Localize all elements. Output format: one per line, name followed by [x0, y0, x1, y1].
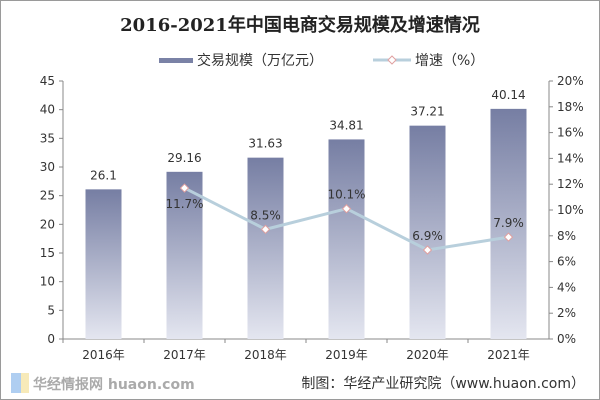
growth-label: 11.7% — [165, 197, 203, 211]
right-tick-label: 18% — [557, 100, 584, 114]
left-tick-label: 25 — [40, 189, 55, 203]
bar — [166, 171, 203, 339]
bar — [328, 139, 365, 339]
bar-label: 34.81 — [329, 118, 363, 132]
left-tick-label: 30 — [40, 160, 55, 174]
x-tick-label: 2020年 — [406, 348, 449, 362]
right-tick-label: 14% — [557, 151, 584, 165]
x-tick-label: 2018年 — [244, 348, 287, 362]
right-tick-label: 16% — [557, 126, 584, 140]
x-tick-label: 2017年 — [163, 348, 206, 362]
legend-line-marker — [387, 55, 397, 65]
right-tick-label: 6% — [557, 255, 576, 269]
x-tick-label: 2019年 — [325, 348, 368, 362]
left-tick-label: 35 — [40, 131, 55, 145]
left-tick-label: 5 — [47, 303, 55, 317]
growth-marker — [422, 245, 433, 255]
growth-label: 7.9% — [493, 216, 524, 230]
chart-title: 2016-2021年中国电商交易规模及增速情况 — [120, 15, 480, 36]
growth-label: 10.1% — [327, 188, 365, 202]
watermark-text: 华经情报网 huaon.com — [33, 376, 195, 393]
left-tick-label: 15 — [40, 246, 55, 260]
right-tick-label: 0% — [557, 332, 576, 346]
right-tick-label: 12% — [557, 177, 584, 191]
growth-marker — [179, 183, 190, 193]
bar — [85, 189, 122, 339]
left-tick-label: 45 — [40, 74, 55, 88]
legend-bar-swatch — [159, 58, 193, 63]
bar-label: 40.14 — [491, 88, 525, 102]
watermark-logo — [11, 373, 21, 393]
x-tick-label: 2016年 — [82, 348, 125, 362]
left-tick-label: 0 — [47, 332, 55, 346]
bar-label: 26.1 — [90, 168, 117, 182]
bar — [409, 125, 446, 340]
bar-label: 31.63 — [248, 137, 282, 151]
bar-label: 29.16 — [167, 151, 201, 165]
credit-text: 制图：华经产业研究院（www.huaon.com） — [301, 376, 585, 392]
right-tick-label: 20% — [557, 74, 584, 88]
growth-marker — [503, 232, 514, 242]
legend-bar-label: 交易规模（万亿元） — [197, 52, 323, 69]
left-tick-label: 40 — [40, 103, 55, 117]
right-tick-label: 8% — [557, 229, 576, 243]
bar — [490, 108, 527, 339]
right-tick-label: 4% — [557, 280, 576, 294]
growth-label: 6.9% — [412, 229, 443, 243]
watermark-logo — [21, 373, 29, 393]
left-tick-label: 10 — [40, 275, 55, 289]
growth-label: 8.5% — [250, 208, 281, 222]
right-tick-label: 2% — [557, 306, 576, 320]
x-tick-label: 2021年 — [487, 348, 530, 362]
growth-marker — [260, 224, 271, 235]
bar-label: 37.21 — [410, 105, 444, 119]
growth-marker — [341, 204, 352, 214]
left-tick-label: 20 — [40, 217, 55, 231]
bar — [247, 157, 284, 339]
legend-line-label: 增速（%） — [415, 53, 484, 69]
right-tick-label: 10% — [557, 203, 584, 217]
